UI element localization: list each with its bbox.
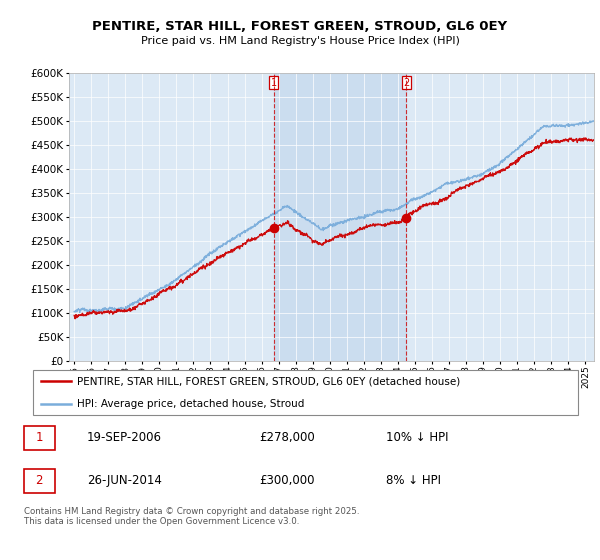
Text: 10% ↓ HPI: 10% ↓ HPI xyxy=(386,431,449,445)
Text: 2: 2 xyxy=(35,474,43,487)
Text: PENTIRE, STAR HILL, FOREST GREEN, STROUD, GL6 0EY (detached house): PENTIRE, STAR HILL, FOREST GREEN, STROUD… xyxy=(77,376,460,386)
Text: 26-JUN-2014: 26-JUN-2014 xyxy=(87,474,162,487)
Text: £300,000: £300,000 xyxy=(260,474,315,487)
Text: 1: 1 xyxy=(271,78,277,87)
Text: HPI: Average price, detached house, Stroud: HPI: Average price, detached house, Stro… xyxy=(77,399,304,409)
Text: PENTIRE, STAR HILL, FOREST GREEN, STROUD, GL6 0EY: PENTIRE, STAR HILL, FOREST GREEN, STROUD… xyxy=(92,20,508,32)
Text: 19-SEP-2006: 19-SEP-2006 xyxy=(87,431,162,445)
Text: Contains HM Land Registry data © Crown copyright and database right 2025.
This d: Contains HM Land Registry data © Crown c… xyxy=(24,507,359,526)
Text: £278,000: £278,000 xyxy=(260,431,316,445)
Bar xyxy=(23,469,55,493)
Text: 1: 1 xyxy=(35,431,43,445)
FancyBboxPatch shape xyxy=(33,370,578,415)
Bar xyxy=(23,426,55,450)
Bar xyxy=(274,73,406,361)
Text: Price paid vs. HM Land Registry's House Price Index (HPI): Price paid vs. HM Land Registry's House … xyxy=(140,36,460,46)
Text: 2: 2 xyxy=(403,78,409,87)
Text: 8% ↓ HPI: 8% ↓ HPI xyxy=(386,474,442,487)
